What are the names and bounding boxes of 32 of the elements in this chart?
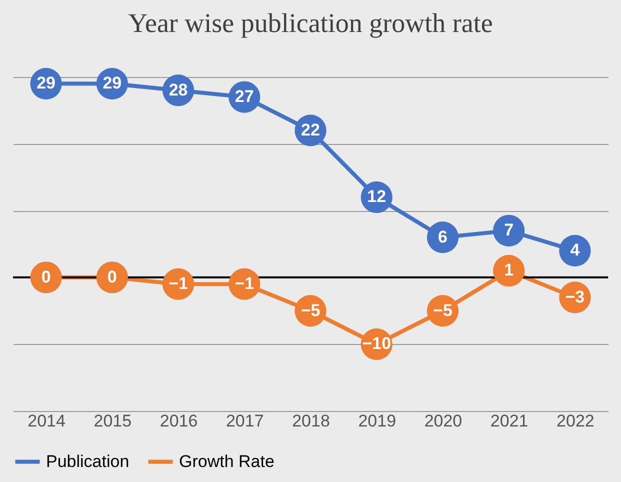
- data-label: 29: [102, 74, 122, 93]
- data-label: −10: [362, 334, 392, 354]
- data-label: 4: [570, 240, 580, 260]
- data-label: −5: [433, 300, 452, 320]
- data-label: 7: [504, 220, 514, 240]
- data-label: 28: [168, 80, 188, 100]
- x-tick-label: 2018: [292, 412, 330, 430]
- chart-title: Year wise publication growth rate: [128, 8, 493, 38]
- point: [493, 214, 525, 246]
- data-label: 0: [41, 267, 51, 286]
- data-label: −1: [168, 274, 188, 294]
- data-label: 6: [438, 227, 448, 246]
- x-tick-label: 2022: [556, 412, 594, 430]
- legend-label: Publication: [46, 452, 130, 471]
- legend-label: Growth Rate: [179, 452, 274, 471]
- data-label: 29: [36, 74, 56, 93]
- x-tick-label: 2015: [94, 412, 132, 430]
- data-label: 0: [107, 267, 117, 286]
- data-label: −1: [234, 274, 254, 294]
- data-label: −5: [300, 300, 320, 320]
- data-label: 22: [301, 120, 320, 140]
- x-tick-label: 2019: [358, 412, 396, 430]
- x-tick-label: 2017: [226, 412, 264, 430]
- data-label: 1: [504, 260, 514, 280]
- data-label: 27: [234, 87, 254, 106]
- data-label: 12: [367, 187, 386, 206]
- data-label: −3: [565, 287, 585, 306]
- point: [493, 254, 525, 286]
- x-tick-label: 2021: [490, 412, 528, 430]
- x-tick-label: 2016: [160, 412, 198, 430]
- x-tick-label: 2020: [424, 412, 462, 430]
- x-tick-label: 2014: [28, 412, 66, 430]
